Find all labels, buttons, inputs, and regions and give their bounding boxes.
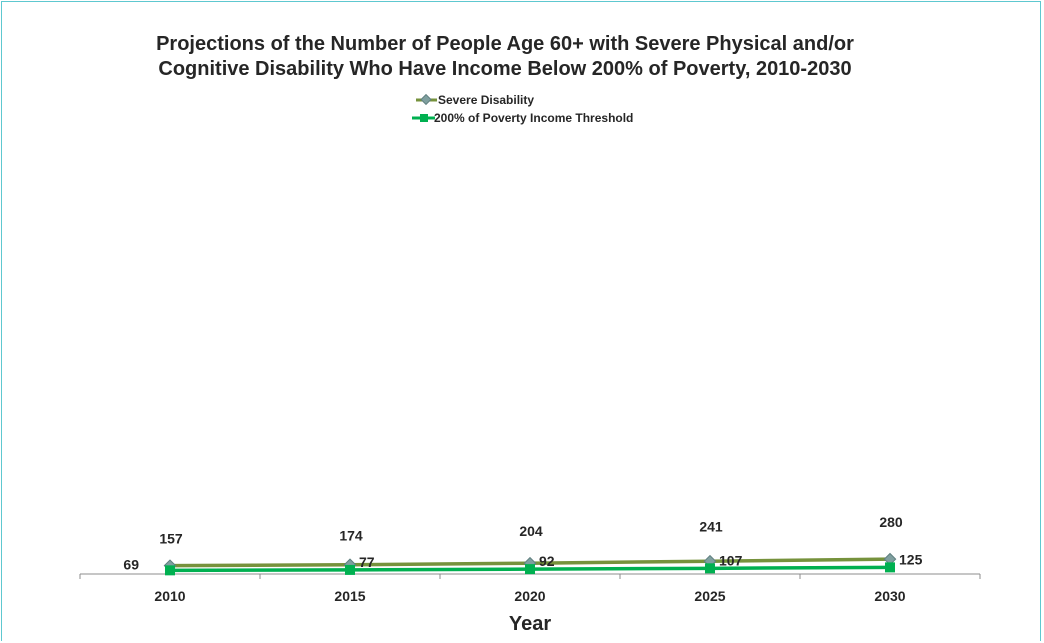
data-label: 157: [159, 531, 183, 547]
data-point-marker: [883, 552, 897, 566]
legend-marker-severe-disability: [420, 93, 432, 106]
x-tick-label: 2030: [874, 588, 905, 604]
data-label: 77: [359, 554, 375, 570]
data-point-marker: [885, 562, 895, 573]
data-label: 69: [123, 556, 139, 572]
legend-marker-poverty-threshold: [420, 114, 428, 122]
x-tick-label: 2015: [334, 588, 365, 604]
data-point-marker: [165, 565, 175, 576]
chart-title-line-2: Cognitive Disability Who Have Income Bel…: [158, 58, 851, 80]
plot-area: 2010 2015 2020 2025 2030 157 174 204 241 280 69 77 9…: [79, 514, 981, 604]
data-point-marker: [525, 564, 535, 575]
data-label: 107: [719, 552, 743, 568]
x-axis-title: Year: [509, 613, 551, 635]
x-tick-label: 2020: [514, 588, 545, 604]
data-point-marker: [705, 563, 715, 574]
data-label: 241: [699, 519, 723, 535]
legend: Severe Disability 200% of Poverty Income…: [412, 93, 633, 125]
data-label: 174: [339, 527, 363, 543]
legend-item-poverty-threshold: 200% of Poverty Income Threshold: [412, 111, 633, 125]
legend-label-severe-disability: Severe Disability: [438, 93, 534, 107]
data-label: 125: [899, 551, 923, 567]
data-label: 92: [539, 553, 555, 569]
chart-title-line-1: Projections of the Number of People Age …: [156, 33, 854, 55]
data-label: 204: [519, 523, 543, 539]
x-tick-label: 2010: [154, 588, 185, 604]
data-point-marker: [345, 564, 355, 575]
legend-item-severe-disability: Severe Disability: [416, 93, 534, 107]
x-tick-label: 2025: [694, 588, 725, 604]
legend-label-poverty-threshold: 200% of Poverty Income Threshold: [434, 111, 633, 125]
data-label: 280: [879, 514, 903, 530]
